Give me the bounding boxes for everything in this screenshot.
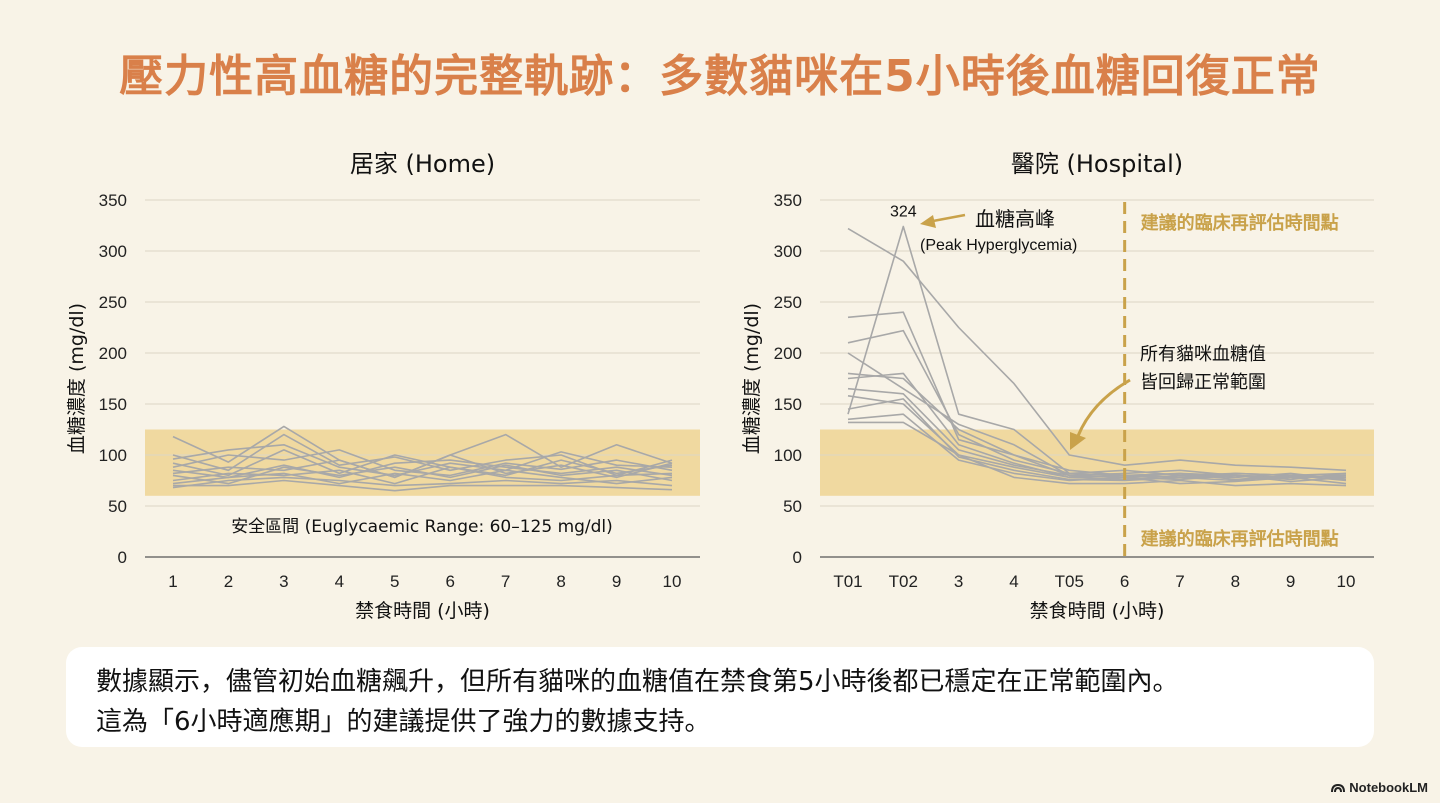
watermark-text: NotebookLM <box>1349 780 1428 795</box>
x-tick-label: T01 <box>833 572 862 591</box>
x-tick-label: 7 <box>501 572 510 591</box>
series-line-12 <box>848 421 1347 487</box>
y-tick-label: 250 <box>99 293 127 312</box>
chart-title: 居家 (Home) <box>350 150 495 178</box>
x-tick-label: T05 <box>1055 572 1084 591</box>
y-tick-label: 350 <box>774 191 802 210</box>
normal-arrow-head <box>1070 432 1086 450</box>
x-tick-label: 9 <box>612 572 621 591</box>
series-line-6 <box>847 372 1347 479</box>
x-tick-label: 3 <box>279 572 288 591</box>
x-tick-label: 10 <box>663 572 682 591</box>
x-tick-label: 3 <box>954 572 963 591</box>
x-tick-label: 10 <box>1337 572 1356 591</box>
series-line-7 <box>172 454 673 479</box>
x-tick-label: 2 <box>224 572 233 591</box>
series-line-9 <box>172 466 673 485</box>
series-line-10 <box>172 469 673 485</box>
summary-line-1: 數據顯示，儘管初始血糖飆升，但所有貓咪的血糖值在禁食第5小時後都已穩定在正常範圍… <box>96 667 1179 697</box>
y-tick-label: 150 <box>774 395 802 414</box>
x-tick-label: 4 <box>335 572 344 591</box>
y-tick-label: 350 <box>99 191 127 210</box>
x-axis-label: 禁食時間 (小時) <box>1030 600 1165 622</box>
y-tick-label: 200 <box>99 344 127 363</box>
x-tick-label: 7 <box>1175 572 1184 591</box>
x-tick-label: 8 <box>556 572 565 591</box>
series-line-1 <box>847 227 1347 472</box>
peak-arrow-shaft <box>932 213 966 223</box>
series-line-3 <box>172 443 673 477</box>
x-tick-label: 6 <box>1120 572 1129 591</box>
peak-value-label: 324 <box>890 204 917 221</box>
normal-label-line-2: 皆回歸正常範圍 <box>1140 372 1266 393</box>
chart-title: 醫院 (Hospital) <box>1011 150 1183 178</box>
series-line-9 <box>847 395 1347 482</box>
y-tick-label: 300 <box>774 242 802 261</box>
series-line-5 <box>847 352 1347 479</box>
y-tick-label: 150 <box>99 395 127 414</box>
series-line-6 <box>172 459 673 479</box>
y-tick-label: 50 <box>783 497 802 516</box>
x-tick-label: 4 <box>1009 572 1018 591</box>
y-tick-label: 50 <box>108 497 127 516</box>
y-tick-label: 100 <box>774 446 802 465</box>
x-tick-label: 1 <box>168 572 177 591</box>
home-chart: 居家 (Home) 0 50 100 150 200 250 300 350 1 2 3 4 5 6 7 8 9 1… <box>66 150 700 622</box>
x-axis-label: 禁食時間 (小時) <box>355 600 490 622</box>
y-tick-label: 100 <box>99 446 127 465</box>
hospital-chart: 醫院 (Hospital) 0 50 100 150 200 250 300 350 T01 T02… <box>741 150 1374 622</box>
reassess-label-bottom: 建議的臨床再評估時間點 <box>1141 528 1339 550</box>
series-line-10 <box>847 398 1347 483</box>
x-tick-label: 9 <box>1286 572 1295 591</box>
x-tick-label: 6 <box>445 572 454 591</box>
x-tick-label: 5 <box>390 572 399 591</box>
normal-arrow-shaft <box>1076 378 1131 437</box>
notebooklm-logo-icon <box>1331 783 1346 792</box>
page-title: 壓力性高血糖的完整軌跡：多數貓咪在5小時後血糖回復正常 <box>119 51 1321 102</box>
series-line-11 <box>172 476 673 489</box>
x-tick-label: T02 <box>889 572 918 591</box>
series-line-11 <box>847 413 1347 485</box>
summary-line-2: 這為「6小時適應期」的建議提供了強力的數據支持。 <box>96 707 711 737</box>
euglycaemic-band <box>820 429 1374 496</box>
series-line-12 <box>173 479 673 492</box>
y-axis-label: 血糖濃度 (mg/dl) <box>741 303 763 454</box>
peak-sublabel: (Peak Hyperglycemia) <box>920 237 1077 254</box>
y-tick-label: 0 <box>118 548 127 567</box>
band-label: 安全區間 (Euglycaemic Range: 60–125 mg/dl) <box>231 517 613 537</box>
normal-label-line-1: 所有貓咪血糖值 <box>1140 344 1266 365</box>
y-axis-label: 血糖濃度 (mg/dl) <box>66 303 88 454</box>
summary-box: 數據顯示，儘管初始血糖飆升，但所有貓咪的血糖值在禁食第5小時後都已穩定在正常範圍… <box>66 647 1374 747</box>
y-tick-label: 250 <box>774 293 802 312</box>
y-tick-label: 0 <box>793 548 802 567</box>
reassess-label-top: 建議的臨床再評估時間點 <box>1141 212 1339 234</box>
peak-label: 血糖高峰 <box>975 207 1055 231</box>
peak-arrow-head <box>920 215 936 228</box>
watermark: NotebookLM <box>1331 780 1428 795</box>
x-tick-label: 8 <box>1231 572 1240 591</box>
y-tick-label: 300 <box>99 242 127 261</box>
y-tick-label: 200 <box>774 344 802 363</box>
